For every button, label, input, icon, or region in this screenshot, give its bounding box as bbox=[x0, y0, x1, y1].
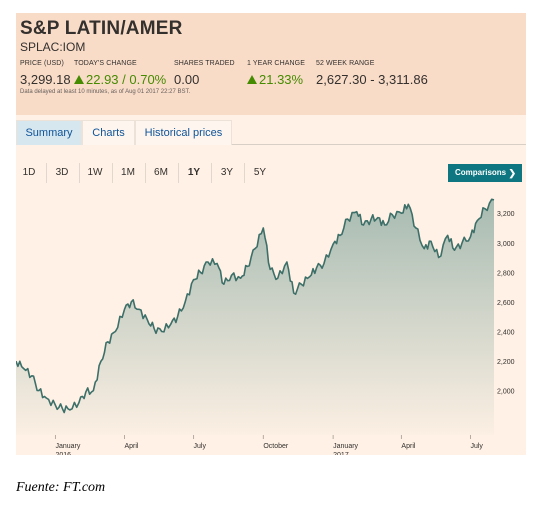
x-tick-year-label: 2017 bbox=[333, 452, 349, 455]
range-divider bbox=[211, 163, 212, 183]
price-line bbox=[16, 198, 495, 414]
source-caption: Fuente: FT.com bbox=[16, 480, 106, 495]
delay-note: Data delayed at least 10 minutes, as of … bbox=[20, 89, 191, 95]
range-divider bbox=[244, 163, 245, 183]
one-year-change-value: 21.33% bbox=[259, 72, 304, 87]
range-divider bbox=[46, 163, 47, 183]
range-selector: 1D 3D 1W 1M 6M 1Y 3Y 5Y bbox=[16, 163, 526, 183]
y-tick-label: 2,200 bbox=[497, 359, 515, 366]
y-tick-label: 3,200 bbox=[497, 211, 515, 218]
arrow-up-icon bbox=[247, 75, 257, 84]
one-year-change-label: 1 YEAR CHANGE bbox=[247, 60, 305, 67]
range-1d[interactable]: 1D bbox=[22, 167, 36, 178]
arrow-up-icon bbox=[74, 75, 84, 84]
todays-change-value: 22.93 / 0.70% bbox=[86, 72, 167, 87]
range-divider bbox=[112, 163, 113, 183]
tab-historical-prices[interactable]: Historical prices bbox=[135, 120, 232, 145]
x-tick-label: January bbox=[55, 443, 80, 450]
range-1m[interactable]: 1M bbox=[121, 167, 135, 178]
x-tick-label: April bbox=[401, 443, 415, 450]
week-range-label: 52 WEEK RANGE bbox=[316, 60, 375, 67]
quote-header: S&P LATIN/AMER SPLAC:IOM PRICE (USD) 3,2… bbox=[16, 13, 526, 115]
y-tick-label: 2,400 bbox=[497, 329, 515, 336]
x-tick-label: July bbox=[470, 443, 483, 450]
y-tick-label: 2,000 bbox=[497, 389, 515, 396]
range-5y[interactable]: 5Y bbox=[253, 167, 267, 178]
y-tick-label: 2,600 bbox=[497, 300, 515, 307]
y-tick-label: 2,800 bbox=[497, 270, 515, 277]
price-value: 3,299.18 bbox=[20, 72, 71, 87]
comparisons-label: Comparisons bbox=[455, 168, 507, 177]
x-tick-label: July bbox=[194, 443, 207, 450]
x-tick-label: January bbox=[333, 443, 358, 450]
instrument-title: S&P LATIN/AMER bbox=[20, 18, 183, 39]
todays-change-label: TODAY'S CHANGE bbox=[74, 60, 137, 67]
instrument-symbol: SPLAC:IOM bbox=[20, 40, 86, 54]
week-range-value: 2,627.30 - 3,311.86 bbox=[316, 72, 428, 87]
quote-widget: S&P LATIN/AMER SPLAC:IOM PRICE (USD) 3,2… bbox=[16, 13, 526, 455]
x-tick-label: October bbox=[263, 443, 289, 450]
range-divider bbox=[178, 163, 179, 183]
price-area bbox=[16, 199, 494, 435]
shares-traded-value: 0.00 bbox=[174, 72, 200, 87]
range-6m[interactable]: 6M bbox=[154, 167, 168, 178]
range-3y[interactable]: 3Y bbox=[220, 167, 234, 178]
shares-traded-label: SHARES TRADED bbox=[174, 60, 235, 67]
range-divider bbox=[79, 163, 80, 183]
tab-summary[interactable]: Summary bbox=[16, 120, 82, 145]
x-tick-label: April bbox=[124, 443, 138, 450]
range-1w[interactable]: 1W bbox=[87, 167, 103, 178]
todays-change: 22.93 / 0.70% bbox=[74, 72, 166, 87]
one-year-change: 21.33% bbox=[247, 72, 303, 87]
range-divider bbox=[145, 163, 146, 183]
tab-charts[interactable]: Charts bbox=[82, 120, 135, 145]
price-label: PRICE (USD) bbox=[20, 60, 64, 67]
x-tick-year-label: 2016 bbox=[55, 452, 71, 455]
range-1y[interactable]: 1Y bbox=[187, 167, 201, 178]
tab-bar: Summary Charts Historical prices bbox=[16, 120, 526, 145]
y-tick-label: 3,000 bbox=[497, 241, 515, 248]
chevron-right-icon: ❯ bbox=[508, 168, 516, 178]
range-3d[interactable]: 3D bbox=[55, 167, 69, 178]
comparisons-button[interactable]: Comparisons ❯ bbox=[448, 164, 522, 182]
price-chart[interactable]: 3,200 3,000 2,800 2,600 2,400 2,200 2,000 Janu… bbox=[16, 185, 526, 455]
